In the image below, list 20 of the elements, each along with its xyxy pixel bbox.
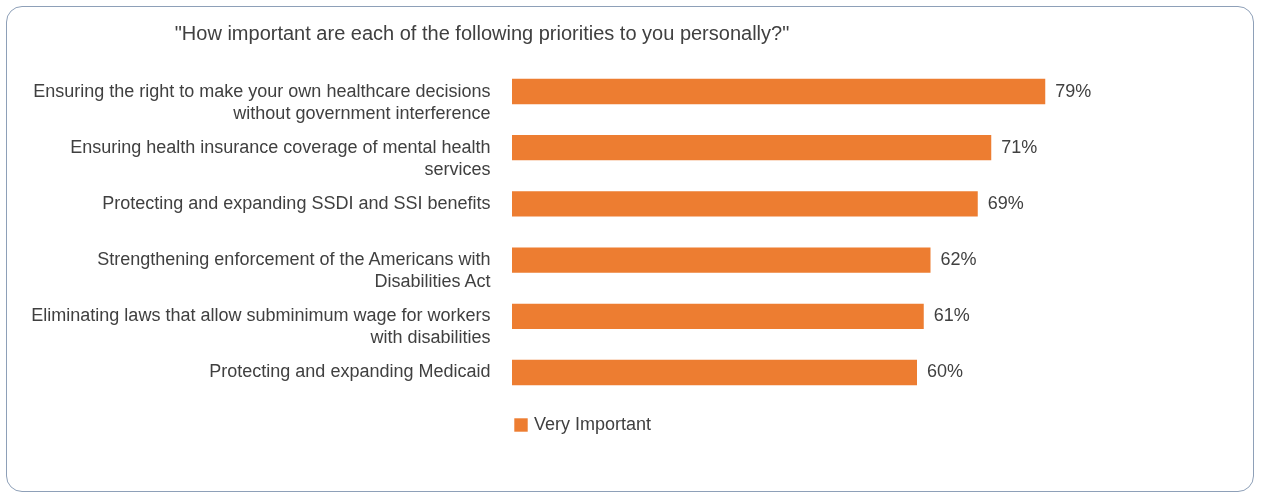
bar	[512, 191, 978, 217]
y-tick-label: Ensuring health insurance coverage of mental health services	[70, 136, 491, 179]
y-tick-label: Protecting and expanding SSDI and SSI benefits	[102, 192, 491, 213]
bar	[512, 247, 931, 273]
bar	[512, 78, 1046, 105]
data-label: 71%	[1001, 136, 1038, 157]
bar	[512, 359, 917, 386]
chart-title: "How important are each of the following priorities to you personally?"	[174, 22, 790, 44]
y-tick-label: Eliminating laws that allow subminimum wage for workers with disabilities	[31, 305, 491, 348]
legend-label: Very Important	[534, 414, 652, 434]
data-label: 62%	[940, 249, 977, 270]
y-tick-label: Strengthening enforcement of the Americans with Disabilities Act	[97, 249, 491, 292]
data-label: 60%	[927, 361, 964, 382]
data-label: 79%	[1055, 80, 1092, 101]
y-tick-label: Protecting and expanding Medicaid	[209, 361, 491, 382]
data-label: 69%	[987, 192, 1024, 213]
bar	[512, 303, 924, 329]
y-tick-label: Ensuring the right to make your own healthcare decisions without government interference	[33, 80, 491, 123]
bar	[512, 135, 992, 161]
data-label: 61%	[933, 305, 970, 326]
